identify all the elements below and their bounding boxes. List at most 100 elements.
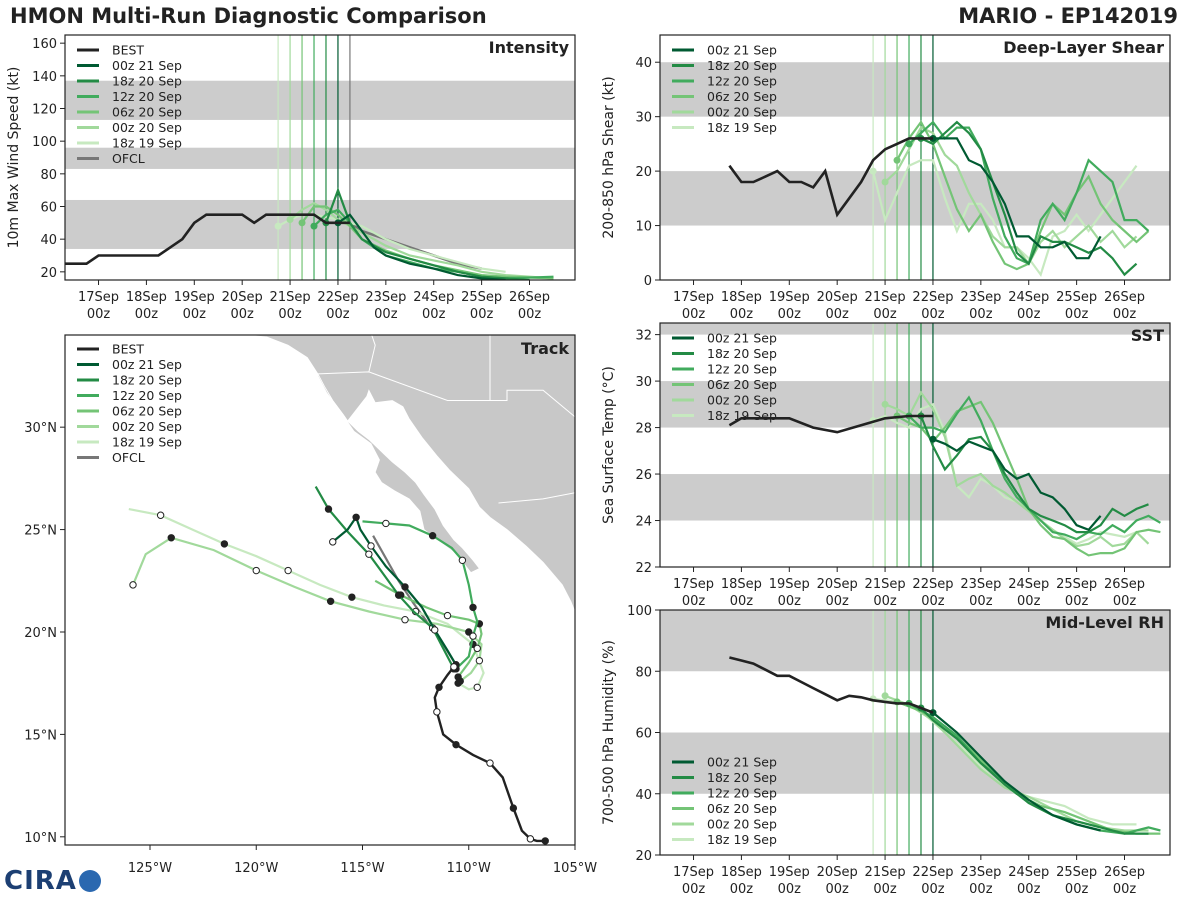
rh-xtick-day: 22Sep [912, 865, 953, 880]
sst-xtick-hour: 00z [825, 594, 849, 609]
track-point-00z-20-sep [326, 597, 335, 605]
shear-panel: 0 10 20 30 40 17Sep 00z 18Sep 00z 19Sep 00z 20Sep 00… [601, 34, 1171, 322]
intensity-band-1 [65, 147, 575, 169]
rh-xtick-day: 17Sep [673, 865, 714, 880]
rh-xtick-day: 23Sep [960, 865, 1001, 880]
mainland-shape [245, 335, 575, 612]
track-point-06z-20-sep [454, 673, 462, 681]
track-panel: 125°W 120°W 115°W 110°W 105°W 10°N 15°N 20°N 25°… [24, 334, 597, 876]
sonora-sinaloa-border [498, 492, 575, 504]
rh-series-18z-20-sep [920, 707, 1149, 835]
rh-xtick-day: 25Sep [1056, 865, 1097, 880]
rh-legend-label: 12z 20 Sep [707, 786, 777, 801]
sst-xtick-day: 26Sep [1104, 577, 1145, 592]
sst-xtick-hour: 00z [873, 594, 897, 609]
sst-xtick-hour: 00z [730, 594, 754, 609]
intensity-init-marker-12z-20-sep [310, 222, 318, 230]
sst-series-00z-21-sep [932, 438, 1102, 532]
intensity-ytick-label: 60 [40, 201, 57, 216]
intensity-ytick-label: 100 [32, 135, 57, 150]
sst-ylabel: Sea Surface Temp (°C) [601, 366, 617, 524]
sst-xtick-hour: 00z [682, 594, 706, 609]
shear-xtick-hour: 00z [682, 307, 706, 322]
intensity-xtick-hour: 00z [87, 307, 111, 322]
intensity-xtick-day: 26Sep [509, 290, 550, 305]
figure-title: HMON Multi-Run Diagnostic Comparison [10, 4, 487, 28]
rh-legend-label: 00z 20 Sep [707, 817, 777, 832]
sst-ytick-label: 32 [635, 329, 652, 344]
intensity-xtick-day: 20Sep [222, 290, 263, 305]
intensity-legend-label: 00z 21 Sep [112, 58, 182, 73]
rh-series-00z-21-sep [932, 711, 1101, 832]
intensity-init-marker-00z-20-sep [286, 216, 294, 224]
sst-xtick-hour: 00z [1065, 594, 1089, 609]
rh-series-best [729, 656, 934, 714]
intensity-xtick-day: 24Sep [413, 290, 454, 305]
rh-xtick-hour: 00z [921, 882, 945, 897]
track-ytick-label: 15°N [24, 728, 57, 743]
track-point-best [452, 740, 460, 749]
rh-xtick-day: 26Sep [1104, 865, 1145, 880]
sst-ytick-label: 30 [635, 375, 652, 390]
intensity-ytick-label: 80 [40, 168, 57, 183]
intensity-xtick-day: 25Sep [461, 290, 502, 305]
sst-xtick-day: 23Sep [960, 577, 1001, 592]
rh-title: Mid-Level RH [1045, 613, 1164, 632]
sst-series-best [728, 414, 933, 434]
track-point-00z-20-sep [401, 615, 409, 624]
shear-xtick-day: 18Sep [721, 290, 762, 305]
track-ytick-label: 25°N [24, 524, 57, 539]
track-point-12z-20-sep [469, 603, 477, 612]
track-frame [64, 334, 576, 846]
sst-ytick-label: 24 [635, 515, 652, 530]
intensity-legend-label: 18z 20 Sep [112, 74, 182, 89]
shear-xtick-day: 26Sep [1104, 290, 1145, 305]
shear-ytick-label: 10 [635, 220, 652, 235]
track-point-06z-20-sep [443, 611, 452, 620]
track-point-best [435, 683, 443, 691]
intensity-series-18z-20-sep [324, 187, 530, 280]
shear-xtick-day: 21Sep [865, 290, 906, 305]
track-line-18z-19-sep [128, 508, 485, 691]
rh-xtick-hour: 00z [1017, 882, 1041, 897]
track-point-00z-20-sep [129, 581, 137, 589]
track-ytick-label: 20°N [24, 626, 57, 641]
rh-legend-label: 00z 21 Sep [707, 755, 777, 770]
intensity-xtick-day: 21Sep [270, 290, 311, 305]
shear-ytick-label: 30 [635, 111, 652, 126]
sst-xtick-day: 18Sep [721, 577, 762, 592]
rh-xtick-hour: 00z [778, 882, 802, 897]
intensity-series-00z-21-sep [337, 213, 506, 280]
shear-ylabel: 200-850 hPa Shear (kt) [601, 76, 617, 238]
intensity-legend-label: 06z 20 Sep [112, 105, 182, 120]
shear-xtick-day: 17Sep [673, 290, 714, 305]
intensity-xtick-day: 17Sep [78, 290, 119, 305]
track-ytick-label: 30°N [24, 421, 57, 436]
intensity-init-marker-06z-20-sep [298, 219, 306, 227]
shear-xtick-hour: 00z [969, 307, 993, 322]
track-point-best [450, 663, 458, 671]
rh-band-0 [660, 732, 1170, 794]
intensity-xtick-day: 23Sep [365, 290, 406, 305]
intensity-xtick-day: 22Sep [317, 290, 358, 305]
shear-xtick-day: 22Sep [912, 290, 953, 305]
rh-xtick-hour: 00z [969, 882, 993, 897]
intensity-series-00z-20-sep [289, 201, 554, 280]
track-ytick-label: 10°N [24, 831, 57, 846]
sst-xtick-hour: 00z [921, 594, 945, 609]
track-xtick-label: 105°W [553, 861, 597, 876]
shear-xtick-hour: 00z [1113, 307, 1137, 322]
intensity-title: Intensity [489, 38, 570, 57]
intensity-band-0 [65, 199, 575, 249]
track-point-00z-21-sep [401, 583, 409, 591]
track-point-18z-19-sep [473, 683, 481, 691]
intensity-series-06z-20-sep [301, 205, 554, 280]
baja-peninsula-shape [317, 373, 481, 574]
shear-legend-label: 06z 20 Sep [707, 89, 777, 104]
shear-xtick-hour: 00z [778, 307, 802, 322]
intensity-xtick-hour: 00z [135, 307, 159, 322]
sst-legend-label: 00z 21 Sep [707, 331, 777, 346]
intensity-xtick-hour: 00z [422, 307, 446, 322]
track-legend-label: 12z 20 Sep [112, 388, 182, 403]
rh-panel: 20 40 60 80 100 17Sep 00z 18Sep 00z 19Sep 00z 20Sep… [601, 604, 1171, 897]
